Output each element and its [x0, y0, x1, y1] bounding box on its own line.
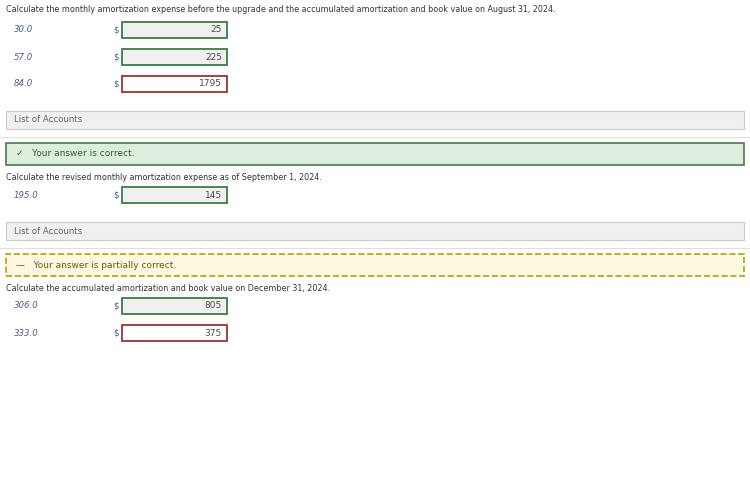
- Bar: [6, 222, 744, 240]
- Text: $: $: [113, 52, 118, 61]
- Text: Calculate the monthly amortization expense before the upgrade and the accumulate: Calculate the monthly amortization expen…: [6, 5, 556, 14]
- Text: Calculate the accumulated amortization and book value on December 31, 2024.: Calculate the accumulated amortization a…: [6, 284, 330, 293]
- Text: —   Your answer is partially correct.: — Your answer is partially correct.: [16, 261, 176, 269]
- Text: ✓   Your answer is correct.: ✓ Your answer is correct.: [16, 149, 134, 158]
- Bar: [6, 254, 744, 276]
- Text: $: $: [113, 80, 118, 88]
- Text: 30.0: 30.0: [14, 25, 33, 35]
- Bar: [122, 298, 227, 314]
- Text: 195.0: 195.0: [14, 191, 39, 200]
- Bar: [122, 22, 227, 38]
- Text: List of Accounts: List of Accounts: [14, 116, 82, 124]
- Text: 225: 225: [205, 52, 222, 61]
- Text: List of Accounts: List of Accounts: [14, 227, 82, 236]
- Text: 375: 375: [205, 328, 222, 337]
- Text: 805: 805: [205, 301, 222, 311]
- Text: 25: 25: [211, 25, 222, 35]
- Text: $: $: [113, 301, 118, 311]
- Text: $: $: [113, 328, 118, 337]
- Text: $: $: [113, 191, 118, 200]
- Bar: [122, 76, 227, 92]
- Text: Calculate the revised monthly amortization expense as of September 1, 2024.: Calculate the revised monthly amortizati…: [6, 173, 322, 182]
- Text: 145: 145: [205, 191, 222, 200]
- Text: 333.0: 333.0: [14, 328, 39, 337]
- Text: 306.0: 306.0: [14, 301, 39, 311]
- Bar: [6, 111, 744, 129]
- Bar: [122, 49, 227, 65]
- Text: 1795: 1795: [199, 80, 222, 88]
- Text: 84.0: 84.0: [14, 80, 33, 88]
- Bar: [122, 325, 227, 341]
- Bar: [6, 143, 744, 165]
- Text: 57.0: 57.0: [14, 52, 33, 61]
- Bar: [122, 187, 227, 203]
- Text: $: $: [113, 25, 118, 35]
